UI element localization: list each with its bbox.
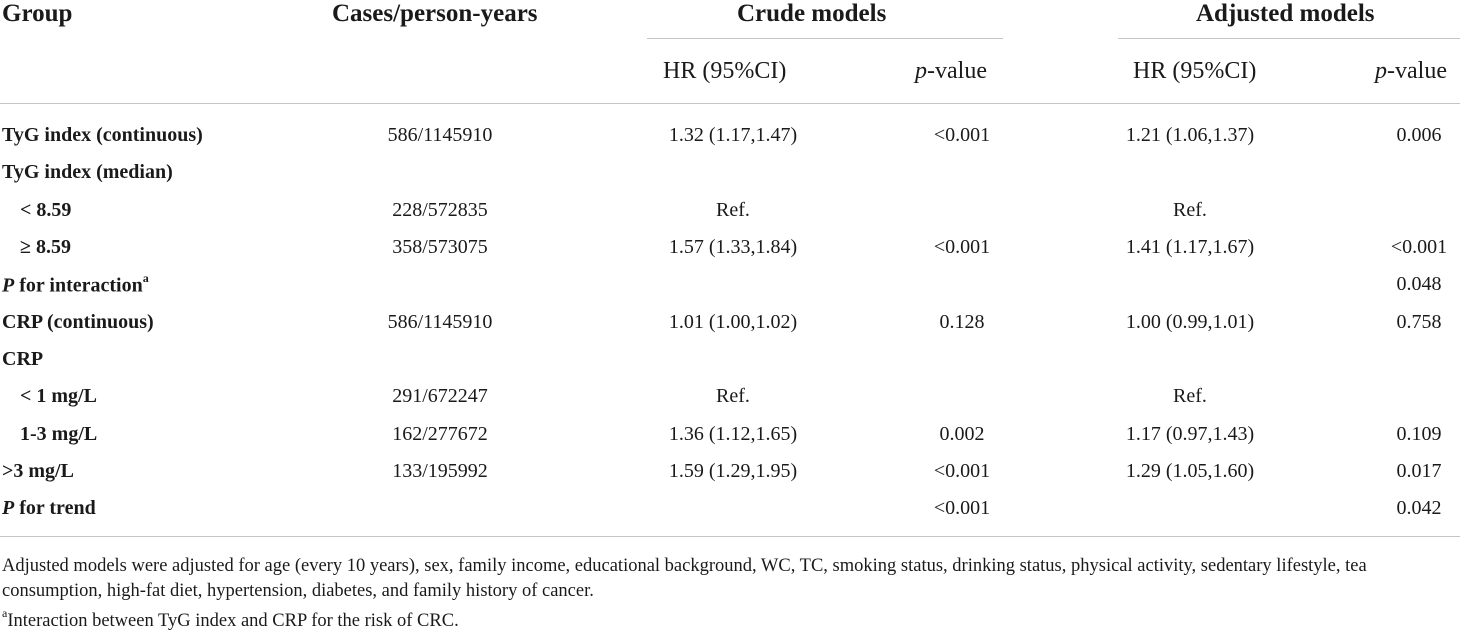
crude-spanner-rule — [647, 38, 1003, 39]
adj-hr-cell: 1.29 (1.05,1.60) — [1125, 460, 1255, 482]
row-label: CRP (continuous) — [2, 311, 154, 333]
adjusted-spanner-rule — [1118, 38, 1460, 39]
row-label: P for interactiona — [2, 271, 149, 297]
row-label: >3 mg/L — [2, 460, 74, 482]
crude-p-cell: <0.001 — [933, 460, 991, 482]
crude-p-cell: <0.001 — [933, 124, 991, 146]
header-adjusted-pvalue: p-value — [1375, 58, 1447, 84]
crude-p-cell: 0.128 — [939, 311, 985, 333]
adj-hr-cell: 1.17 (0.97,1.43) — [1125, 423, 1255, 445]
header-crude-hr: HR (95%CI) — [663, 58, 787, 84]
header-crude-pvalue: p-value — [915, 58, 987, 84]
header-adjusted-models: Adjusted models — [1196, 0, 1375, 27]
cases-cell: 291/672247 — [392, 385, 488, 407]
footnote-interaction: aInteraction between TyG index and CRP f… — [2, 606, 459, 632]
cases-cell: 586/1145910 — [387, 311, 493, 333]
adj-p-cell: 0.109 — [1396, 423, 1442, 445]
header-cases: Cases/person-years — [332, 0, 538, 27]
adj-hr-cell: 1.21 (1.06,1.37) — [1125, 124, 1255, 146]
cases-cell: 133/195992 — [392, 460, 488, 482]
header-group: Group — [2, 0, 73, 27]
crude-p-cell: 0.002 — [939, 423, 985, 445]
cases-cell: 162/277672 — [392, 423, 488, 445]
table-bottom-rule — [0, 536, 1460, 537]
adj-p-cell: 0.006 — [1396, 124, 1442, 146]
adj-hr-cell: Ref. — [1173, 199, 1207, 221]
row-label: CRP — [2, 348, 44, 370]
crude-hr-cell: 1.01 (1.00,1.02) — [668, 311, 798, 333]
cases-cell: 228/572835 — [392, 199, 488, 221]
row-label: < 8.59 — [20, 199, 72, 221]
header-bottom-rule — [0, 103, 1460, 104]
crude-hr-cell: 1.32 (1.17,1.47) — [668, 124, 798, 146]
crude-hr-cell: 1.36 (1.12,1.65) — [668, 423, 798, 445]
row-label: TyG index (continuous) — [2, 124, 203, 146]
row-label: P for trend — [2, 497, 96, 519]
adj-p-cell: <0.001 — [1390, 236, 1448, 258]
crude-p-cell: <0.001 — [933, 236, 991, 258]
footnote-adjusted: Adjusted models were adjusted for age (e… — [2, 556, 1367, 601]
adj-p-cell: 0.017 — [1396, 460, 1442, 482]
adj-p-cell: 0.758 — [1396, 311, 1442, 333]
crude-hr-cell: 1.57 (1.33,1.84) — [668, 236, 798, 258]
crude-p-cell: <0.001 — [933, 497, 991, 519]
row-label: < 1 mg/L — [20, 385, 97, 407]
crude-hr-cell: Ref. — [716, 385, 750, 407]
row-label: TyG index (median) — [2, 161, 173, 183]
row-label: 1-3 mg/L — [20, 423, 98, 445]
header-crude-models: Crude models — [737, 0, 887, 27]
crude-hr-cell: 1.59 (1.29,1.95) — [668, 460, 798, 482]
adj-hr-cell: Ref. — [1173, 385, 1207, 407]
adj-p-cell: 0.042 — [1396, 497, 1442, 519]
cases-cell: 586/1145910 — [387, 124, 493, 146]
row-label: ≥ 8.59 — [20, 236, 71, 258]
adj-hr-cell: 1.00 (0.99,1.01) — [1125, 311, 1255, 333]
adj-p-cell: 0.048 — [1396, 273, 1442, 295]
adj-hr-cell: 1.41 (1.17,1.67) — [1125, 236, 1255, 258]
header-adjusted-hr: HR (95%CI) — [1133, 58, 1257, 84]
crude-hr-cell: Ref. — [716, 199, 750, 221]
cases-cell: 358/573075 — [392, 236, 488, 258]
